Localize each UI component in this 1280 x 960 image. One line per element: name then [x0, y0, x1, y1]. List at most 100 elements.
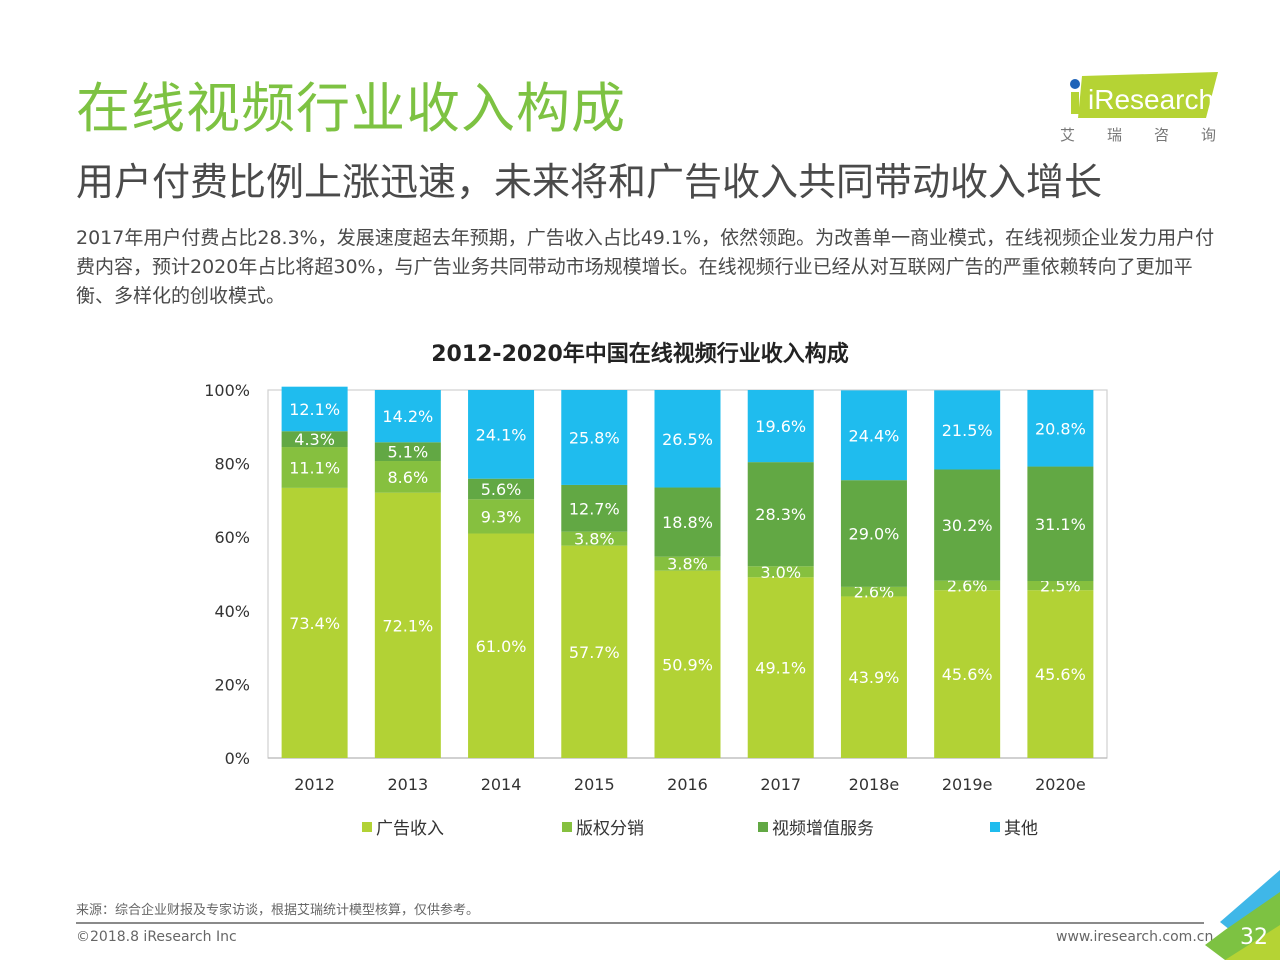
source-note: 来源：综合企业财报及专家访谈，根据艾瑞统计模型核算，仅供参考。 [76, 903, 480, 918]
stacked-bar-chart: 0% 20% 40% 60% 80% 100% 73.4% 11.1% 4.3% 12.1% 201… [204, 381, 1108, 794]
chart-legend: 广告收入 版权分销 视频增值服务 其他 [0, 814, 1280, 839]
page-title: 在线视频行业收入构成 [76, 77, 626, 140]
data-label: 73.4% [289, 614, 340, 633]
y-tick-label: 0% [225, 749, 250, 768]
x-tick-label: 2017 [760, 775, 801, 794]
logo-char: 艾 [1060, 126, 1076, 144]
data-label: 2.6% [854, 583, 895, 602]
legend-swatch-icon [362, 821, 372, 832]
data-label: 45.6% [942, 665, 993, 684]
data-label: 45.6% [1035, 665, 1086, 684]
page-subtitle: 用户付费比例上涨迅速，未来将和广告收入共同带动收入增长 [76, 160, 1103, 204]
data-label: 12.7% [569, 499, 620, 518]
data-label: 8.6% [388, 468, 429, 487]
bar-segment [561, 545, 628, 758]
legend-swatch-icon [758, 821, 768, 832]
data-label: 24.1% [476, 425, 527, 444]
data-label: 43.9% [849, 668, 900, 687]
bar-segment [1027, 390, 1094, 467]
iresearch-logo: iResearch 艾 瑞 咨 询 [1058, 72, 1218, 152]
data-label: 28.3% [755, 505, 806, 524]
bar-segment [654, 556, 721, 571]
bar-segment [840, 480, 907, 587]
bar-segment [468, 390, 535, 479]
bar-segment [654, 570, 721, 758]
y-tick-label: 40% [214, 602, 250, 621]
bar-segment [840, 390, 907, 481]
data-label: 31.1% [1035, 515, 1086, 534]
data-label: 3.8% [574, 530, 615, 549]
data-label: 5.1% [388, 443, 429, 462]
data-label: 2.6% [947, 576, 988, 595]
data-label: 5.6% [481, 480, 522, 499]
chart-title: 2012-2020年中国在线视频行业收入构成 [431, 342, 849, 367]
y-tick-label: 100% [204, 381, 250, 400]
data-label: 11.1% [289, 458, 340, 477]
bar-segment [934, 390, 1001, 470]
corner-decoration-icon [1205, 870, 1280, 960]
x-tick-label: 2019e [942, 775, 993, 794]
y-tick-label: 80% [214, 455, 250, 474]
bar-segment [1027, 466, 1094, 581]
bar-segment [468, 478, 535, 500]
bar-segment [561, 390, 628, 485]
page-description: 2017年用户付费占比28.3%，发展速度超去年预期，广告收入占比49.1%，依… [76, 227, 1215, 307]
bar-segment [747, 566, 814, 578]
legend-label: 其他 [1004, 819, 1038, 839]
logo-char: 瑞 [1106, 126, 1122, 144]
legend-swatch-icon [990, 821, 1000, 832]
data-label: 72.1% [382, 616, 433, 635]
data-label: 19.6% [755, 417, 806, 436]
logo-char: 询 [1200, 126, 1216, 144]
data-label: 57.7% [569, 643, 620, 662]
data-label: 25.8% [569, 428, 620, 447]
data-label: 29.0% [849, 525, 900, 544]
logo-brand-text: iResearch [1088, 84, 1214, 115]
legend-item: 其他 [990, 814, 1038, 839]
bar-segment [654, 487, 721, 557]
bar-segment [561, 484, 628, 532]
data-label: 14.2% [382, 407, 433, 426]
data-label: 2.5% [1040, 577, 1081, 596]
bar-segment [840, 586, 907, 597]
bar-segment [281, 447, 348, 488]
x-tick-label: 2018e [849, 775, 900, 794]
bar-segment [934, 580, 1001, 591]
bar-segment [281, 431, 348, 448]
bar-segment [374, 492, 441, 758]
data-label: 61.0% [476, 637, 527, 656]
website-link[interactable]: www.iresearch.com.cn [1056, 929, 1214, 945]
legend-item: 版权分销 [562, 814, 644, 839]
copyright: ©2018.8 iResearch Inc [76, 929, 237, 945]
bar-segment [840, 596, 907, 758]
legend-item: 视频增值服务 [758, 814, 874, 839]
bar-segment [468, 533, 535, 758]
legend-swatch-icon [562, 821, 572, 832]
bar-segment [1027, 580, 1094, 591]
logo-badge-icon: iResearch [1070, 72, 1218, 118]
legend-item: 广告收入 [362, 814, 444, 839]
data-label: 21.5% [942, 421, 993, 440]
bar-segment [468, 499, 535, 534]
bar-segment [747, 577, 814, 758]
legend-label: 版权分销 [576, 819, 644, 839]
logo-subtitle: 艾 瑞 咨 询 [1058, 124, 1218, 145]
x-tick-label: 2016 [667, 775, 708, 794]
bar-segment [654, 390, 721, 488]
y-tick-label: 60% [214, 528, 250, 547]
page-number: 32 [1240, 925, 1268, 950]
x-tick-label: 2020e [1035, 775, 1086, 794]
data-label: 24.4% [849, 426, 900, 445]
y-tick-label: 20% [214, 675, 250, 694]
data-label: 4.3% [294, 430, 335, 449]
data-label: 18.8% [662, 513, 713, 532]
bar-segment [934, 469, 1001, 581]
bar-segment [374, 461, 441, 493]
bar-segment [374, 390, 441, 443]
data-label: 26.5% [662, 430, 713, 449]
data-label: 3.0% [760, 563, 801, 582]
x-tick-label: 2015 [574, 775, 615, 794]
data-label: 49.1% [755, 659, 806, 678]
footer-divider [76, 922, 1204, 924]
bar-segment [561, 531, 628, 546]
